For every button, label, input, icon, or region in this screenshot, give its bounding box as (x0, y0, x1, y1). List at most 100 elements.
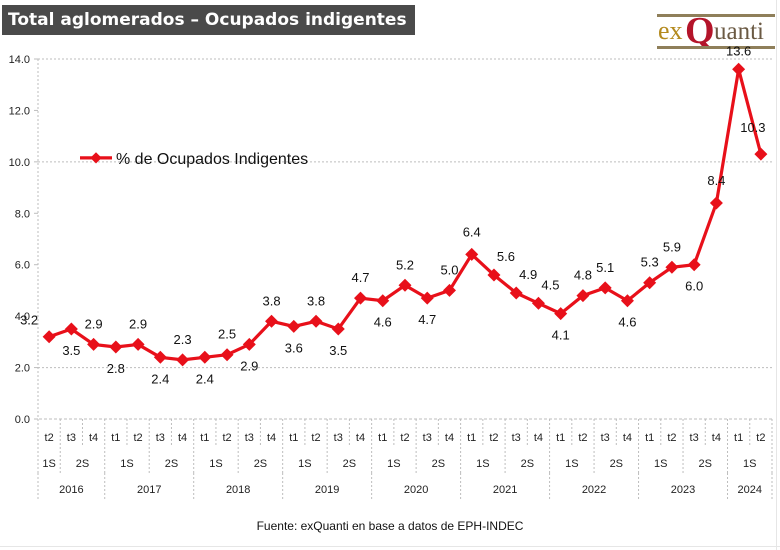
data-label: 2.5 (218, 327, 236, 342)
data-label: 6.0 (685, 279, 703, 294)
x-quarter-label: t3 (423, 432, 432, 444)
data-label: 2.4 (196, 371, 214, 386)
data-point-marker (376, 294, 390, 308)
data-point-marker (198, 350, 212, 364)
x-quarter-label: t1 (467, 432, 476, 444)
data-label: 8.4 (707, 173, 725, 188)
x-quarter-label: t3 (67, 432, 76, 444)
y-axis: 0.0 2.0 4.0 6.0 8.0 10.0 12.0 14.0 (9, 54, 39, 426)
x-quarter-label: t2 (133, 432, 142, 444)
x-semester-label: 2S (76, 458, 89, 470)
chart-title: Total aglomerados – Ocupados indigentes (2, 5, 415, 35)
y-tick-label: 6.0 (15, 260, 30, 272)
x-year-label: 2019 (315, 484, 339, 496)
x-year-label: 2023 (671, 484, 695, 496)
data-point-marker (509, 286, 523, 300)
x-year-label: 2020 (404, 484, 428, 496)
x-quarter-label: t4 (712, 432, 721, 444)
legend-label: % de Ocupados Indigentes (116, 151, 308, 168)
x-quarter-label: t3 (334, 432, 343, 444)
x-quarter-label: t3 (601, 432, 610, 444)
data-label: 2.9 (240, 358, 258, 373)
x-semester-label: 1S (565, 458, 578, 470)
y-tick-label: 2.0 (15, 363, 30, 375)
x-semester-label: 2S (699, 458, 712, 470)
x-quarter-label: t2 (311, 432, 320, 444)
data-label: 2.8 (107, 361, 125, 376)
data-label: 3.6 (285, 340, 303, 355)
data-label: 6.4 (463, 224, 481, 239)
data-point-marker (554, 307, 568, 321)
data-label: 2.4 (151, 371, 169, 386)
logo-text-ex: ex (658, 16, 683, 45)
data-label: 5.2 (396, 257, 414, 272)
x-quarter-label: t2 (578, 432, 587, 444)
x-semester-label: 2S (610, 458, 623, 470)
x-quarter-label: t3 (156, 432, 165, 444)
x-semester-label: 1S (120, 458, 133, 470)
data-point-marker (265, 314, 279, 328)
x-year-label: 2018 (226, 484, 250, 496)
x-quarter-label: t4 (534, 432, 543, 444)
x-semester-label: 1S (387, 458, 400, 470)
data-point-marker (287, 319, 301, 333)
right-border (776, 0, 777, 550)
logo-text-q: Q (685, 10, 715, 52)
x-semester-label: 2S (343, 458, 356, 470)
data-label: 2.9 (129, 316, 147, 331)
x-quarter-label: t2 (756, 432, 765, 444)
data-point-marker (420, 291, 434, 305)
data-point-marker (620, 294, 634, 308)
series-line (48, 68, 763, 362)
data-point-marker (153, 350, 167, 364)
x-quarter-label: t1 (556, 432, 565, 444)
data-point-marker (109, 340, 123, 354)
data-label: 2.9 (85, 316, 103, 331)
data-label: 3.5 (62, 343, 80, 358)
x-quarter-label: t3 (512, 432, 521, 444)
data-label: 2.3 (174, 332, 192, 347)
x-semester-label: 1S (209, 458, 222, 470)
data-label: 4.8 (574, 268, 592, 283)
data-label: 4.5 (541, 277, 559, 292)
x-quarter-label: t2 (45, 432, 54, 444)
data-point-marker (687, 258, 701, 272)
data-point-marker (643, 276, 657, 290)
data-label: 5.6 (497, 249, 515, 264)
data-label: 3.8 (307, 293, 325, 308)
y-tick-label: 10.0 (9, 157, 30, 169)
x-semester-label: 1S (476, 458, 489, 470)
data-label: 10.3 (740, 120, 765, 135)
x-quarter-label: t2 (222, 432, 231, 444)
data-label: 13.6 (726, 43, 751, 58)
x-quarter-label: t4 (356, 432, 365, 444)
x-semester-label: 2S (432, 458, 445, 470)
data-point-marker (442, 283, 456, 297)
x-quarter-label: t2 (667, 432, 676, 444)
x-quarter-label: t4 (89, 432, 98, 444)
data-point-marker (487, 268, 501, 282)
legend: % de Ocupados Indigentes (80, 151, 308, 168)
x-semester-label: 2S (521, 458, 534, 470)
x-quarter-label: t1 (378, 432, 387, 444)
x-semester-label: 1S (743, 458, 756, 470)
data-label: 3.2 (20, 313, 38, 328)
data-point-marker (242, 337, 256, 351)
data-label: 4.7 (351, 270, 369, 285)
data-point-marker (354, 291, 368, 305)
x-year-label: 2024 (738, 484, 762, 496)
data-label: 4.1 (552, 328, 570, 343)
data-point-marker (732, 62, 746, 76)
data-label: 4.7 (418, 312, 436, 327)
x-quarter-label: t1 (200, 432, 209, 444)
data-point-marker (64, 322, 78, 336)
data-label: 3.5 (329, 343, 347, 358)
x-quarter-label: t4 (178, 432, 187, 444)
data-point-marker (465, 247, 479, 261)
data-label: 5.1 (596, 260, 614, 275)
x-quarter-label: t4 (623, 432, 632, 444)
data-point-marker (531, 296, 545, 310)
bottom-border (0, 546, 780, 547)
x-quarter-label: t3 (690, 432, 699, 444)
